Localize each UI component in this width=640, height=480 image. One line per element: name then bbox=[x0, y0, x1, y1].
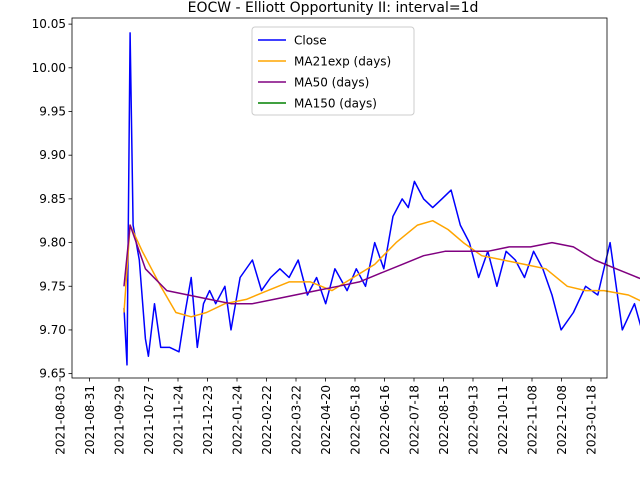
legend-label: Close bbox=[294, 34, 327, 48]
plot-frame bbox=[71, 17, 608, 379]
x-tick-label: 2022-01-24 bbox=[231, 385, 245, 455]
x-tick-label: 2023-01-18 bbox=[585, 385, 599, 455]
x-tick-label: 2022-11-08 bbox=[526, 385, 540, 455]
series-line-0 bbox=[123, 32, 640, 366]
chart-title: EOCW - Elliott Opportunity II: interval=… bbox=[188, 0, 479, 16]
x-tick-label: 2022-10-11 bbox=[496, 385, 510, 455]
legend-box bbox=[251, 26, 415, 116]
y-tick-label: 9.90 bbox=[39, 148, 66, 162]
x-tick-label: 2021-12-23 bbox=[201, 385, 215, 455]
y-tick-label: 9.85 bbox=[39, 192, 66, 206]
series-line-1 bbox=[123, 219, 640, 318]
y-tick-label: 9.70 bbox=[39, 323, 66, 337]
legend-label: MA50 (days) bbox=[294, 76, 369, 90]
y-tick-label: 10.00 bbox=[32, 61, 66, 75]
x-tick-label: 2021-08-03 bbox=[54, 385, 68, 455]
x-tick-label: 2021-11-24 bbox=[172, 385, 186, 455]
plot-lines bbox=[123, 32, 640, 366]
y-tick-label: 9.65 bbox=[39, 367, 66, 381]
x-tick-label: 2022-02-22 bbox=[260, 385, 274, 455]
x-tick-label: 2021-10-27 bbox=[142, 385, 156, 455]
x-tick-label: 2022-12-08 bbox=[555, 385, 569, 455]
x-tick-label: 2022-09-13 bbox=[467, 385, 481, 455]
y-tick-label: 9.80 bbox=[39, 236, 66, 250]
x-tick-label: 2022-04-20 bbox=[319, 385, 333, 455]
x-tick-label: 2021-09-29 bbox=[113, 385, 127, 455]
x-tick-label: 2022-06-16 bbox=[378, 385, 392, 455]
y-tick-label: 9.75 bbox=[39, 279, 66, 293]
legend-label: MA150 (days) bbox=[294, 97, 377, 111]
y-tick-label: 10.05 bbox=[32, 17, 66, 31]
legend: Close MA21exp (days) MA50 (days) MA150 (day… bbox=[251, 26, 415, 116]
x-tick-label: 2022-03-22 bbox=[290, 385, 304, 455]
x-tick-label: 2022-07-18 bbox=[408, 385, 422, 455]
x-tick-label: 2021-08-31 bbox=[83, 385, 97, 455]
axes: 9.65 9.70 9.75 9.80 9.85 9.90 9.95 10.00 10.05 20… bbox=[32, 17, 608, 455]
legend-label: MA21exp (days) bbox=[294, 55, 391, 69]
x-tick-label: 2022-05-18 bbox=[349, 385, 363, 455]
y-tick-label: 9.95 bbox=[39, 104, 66, 118]
series-line-2 bbox=[123, 224, 640, 305]
x-tick-label: 2022-08-15 bbox=[437, 385, 451, 455]
